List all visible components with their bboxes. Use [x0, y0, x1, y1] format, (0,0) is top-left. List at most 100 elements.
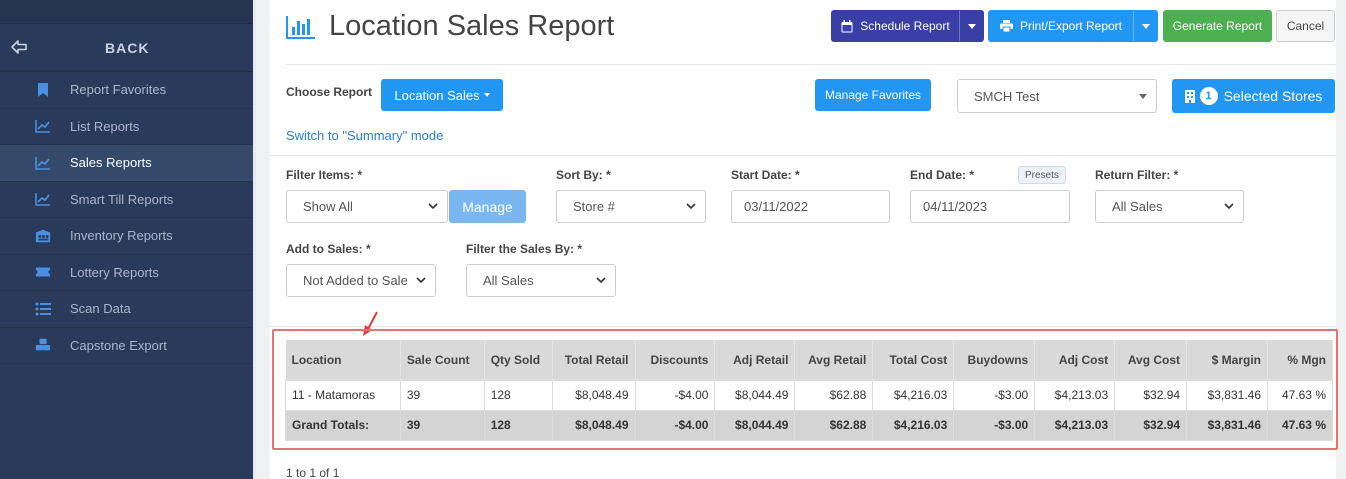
column-header[interactable]: Sale Count — [400, 340, 485, 380]
schedule-report-label: Schedule Report — [860, 19, 950, 33]
sidebar-item-inventory-reports[interactable]: Inventory Reports — [0, 218, 256, 255]
manage-favorites-button[interactable]: Manage Favorites — [815, 79, 931, 111]
print-dropdown-toggle[interactable] — [1133, 11, 1157, 41]
table-cell: $32.94 — [1114, 409, 1188, 441]
column-header[interactable]: % Mgn — [1267, 340, 1333, 380]
chevron-down-icon — [686, 203, 696, 210]
sidebar-item-label: Lottery Reports — [70, 264, 159, 280]
table-cell: $3,831.46 — [1186, 409, 1268, 441]
filter-items-label: Filter Items: * — [286, 168, 363, 182]
table-row: 11 - Matamoras 39 128 $8,048.49 -$4.00 $… — [285, 379, 1333, 411]
schedule-dropdown-toggle[interactable] — [959, 11, 983, 41]
sidebar-item-label: Sales Reports — [70, 155, 152, 171]
end-date-value: 04/11/2023 — [923, 199, 988, 214]
back-button[interactable]: BACK — [0, 24, 256, 72]
end-date-input[interactable]: 04/11/2023 — [910, 190, 1070, 223]
selected-stores-button[interactable]: 1 Selected Stores — [1172, 79, 1335, 113]
column-header[interactable]: Avg Cost — [1114, 340, 1188, 380]
report-table: Location Sale Count Qty Sold Total Retai… — [285, 340, 1333, 441]
line-chart-icon — [35, 191, 51, 207]
column-header[interactable]: Avg Retail — [794, 340, 874, 380]
sidebar-item-capstone-export[interactable]: Capstone Export — [0, 328, 256, 364]
return-filter-label: Return Filter: * — [1095, 168, 1179, 182]
sidebar-item-list-reports[interactable]: List Reports — [0, 109, 256, 145]
table-cell: $4,213.03 — [1034, 379, 1116, 411]
filter-items-value: Show All — [303, 199, 353, 214]
sidebar-item-scan-data[interactable]: Scan Data — [0, 291, 256, 328]
table-cell: 39 — [399, 409, 485, 441]
boxes-icon — [35, 337, 51, 353]
store-group-select[interactable]: SMCH Test — [957, 79, 1157, 113]
filter-items-select[interactable]: Show All — [286, 190, 448, 223]
return-filter-select[interactable]: All Sales — [1095, 190, 1244, 223]
add-to-sales-value: Not Added to Sales — [303, 273, 407, 288]
column-header[interactable]: Adj Cost — [1034, 340, 1116, 380]
report-table-container: Location Sale Count Qty Sold Total Retai… — [285, 340, 1336, 441]
manage-button[interactable]: Manage — [449, 190, 526, 223]
chevron-down-icon — [1224, 203, 1234, 210]
table-cell: 11 - Matamoras — [285, 379, 401, 411]
column-header[interactable]: $ Margin — [1186, 340, 1268, 380]
cancel-button[interactable]: Cancel — [1276, 10, 1335, 42]
sidebar-item-sales-reports[interactable]: Sales Reports — [0, 145, 256, 182]
column-header[interactable]: Buydowns — [953, 340, 1036, 380]
sidebar-item-label: Scan Data — [70, 301, 131, 317]
schedule-report-button[interactable]: Schedule Report — [831, 10, 984, 42]
selected-count-badge: 1 — [1199, 87, 1218, 105]
table-cell: $8,048.49 — [551, 379, 636, 411]
report-panel: Location Sales Report Schedule Report Pr… — [270, 0, 1336, 479]
divider — [270, 155, 1336, 156]
switch-mode-link[interactable]: Switch to "Summary" mode — [286, 128, 444, 143]
chevron-down-icon — [596, 277, 606, 284]
column-header[interactable]: Adj Retail — [714, 340, 796, 380]
start-date-input[interactable]: 03/11/2022 — [731, 190, 890, 223]
caret-down-icon — [483, 93, 490, 97]
sidebar-item-label: List Reports — [70, 118, 140, 134]
presets-button[interactable]: Presets — [1018, 166, 1066, 184]
pagination-info: 1 to 1 of 1 — [286, 466, 340, 479]
add-to-sales-select[interactable]: Not Added to Sales — [286, 264, 436, 297]
column-header[interactable]: Qty Sold — [484, 340, 553, 380]
report-type-dropdown[interactable]: Location Sales — [381, 79, 503, 111]
printer-icon — [999, 20, 1013, 32]
bar-chart-icon — [286, 15, 315, 39]
table-cell: $62.88 — [794, 409, 874, 441]
divider — [286, 64, 1336, 65]
sidebar-item-lottery-reports[interactable]: Lottery Reports — [0, 255, 256, 291]
table-cell: 47.63 % — [1267, 379, 1333, 411]
arrow-left-icon — [11, 40, 27, 54]
sort-by-select[interactable]: Store # — [556, 190, 706, 223]
sort-by-label: Sort By: * — [556, 168, 611, 182]
line-chart-icon — [35, 118, 51, 134]
table-cell: $3,831.46 — [1186, 379, 1268, 411]
table-header-row: Location Sale Count Qty Sold Total Retai… — [285, 340, 1333, 380]
report-type-label: Location Sales — [394, 87, 480, 103]
table-cell: $62.88 — [794, 379, 874, 411]
start-date-label: Start Date: * — [731, 168, 800, 182]
back-label: BACK — [105, 39, 150, 56]
sidebar-item-label: Smart Till Reports — [70, 191, 174, 207]
table-cell: 47.63 % — [1267, 409, 1333, 441]
table-cell: $8,048.49 — [551, 409, 636, 441]
caret-down-icon — [967, 23, 976, 29]
filter-sales-by-value: All Sales — [483, 273, 534, 288]
column-header[interactable]: Location — [285, 340, 401, 380]
column-header[interactable]: Discounts — [635, 340, 716, 380]
chevron-down-icon — [428, 203, 438, 210]
column-header[interactable]: Total Cost — [872, 340, 955, 380]
column-header[interactable]: Total Retail — [552, 340, 636, 380]
table-cell: $4,216.03 — [872, 379, 955, 411]
print-export-label: Print/Export Report — [1019, 19, 1123, 33]
annotation-arrow-icon — [363, 311, 378, 336]
choose-report-label: Choose Report — [286, 85, 373, 99]
return-filter-value: All Sales — [1112, 199, 1163, 214]
generate-report-button[interactable]: Generate Report — [1163, 10, 1272, 42]
print-export-button[interactable]: Print/Export Report — [988, 10, 1158, 42]
caret-down-icon — [1141, 23, 1150, 29]
selected-stores-label: Selected Stores — [1223, 88, 1323, 104]
filter-sales-by-select[interactable]: All Sales — [466, 264, 616, 297]
ticket-icon — [35, 264, 51, 280]
store-group-value: SMCH Test — [974, 88, 1040, 104]
sidebar-item-report-favorites[interactable]: Report Favorites — [0, 72, 256, 109]
sidebar-item-smart-till-reports[interactable]: Smart Till Reports — [0, 182, 256, 218]
